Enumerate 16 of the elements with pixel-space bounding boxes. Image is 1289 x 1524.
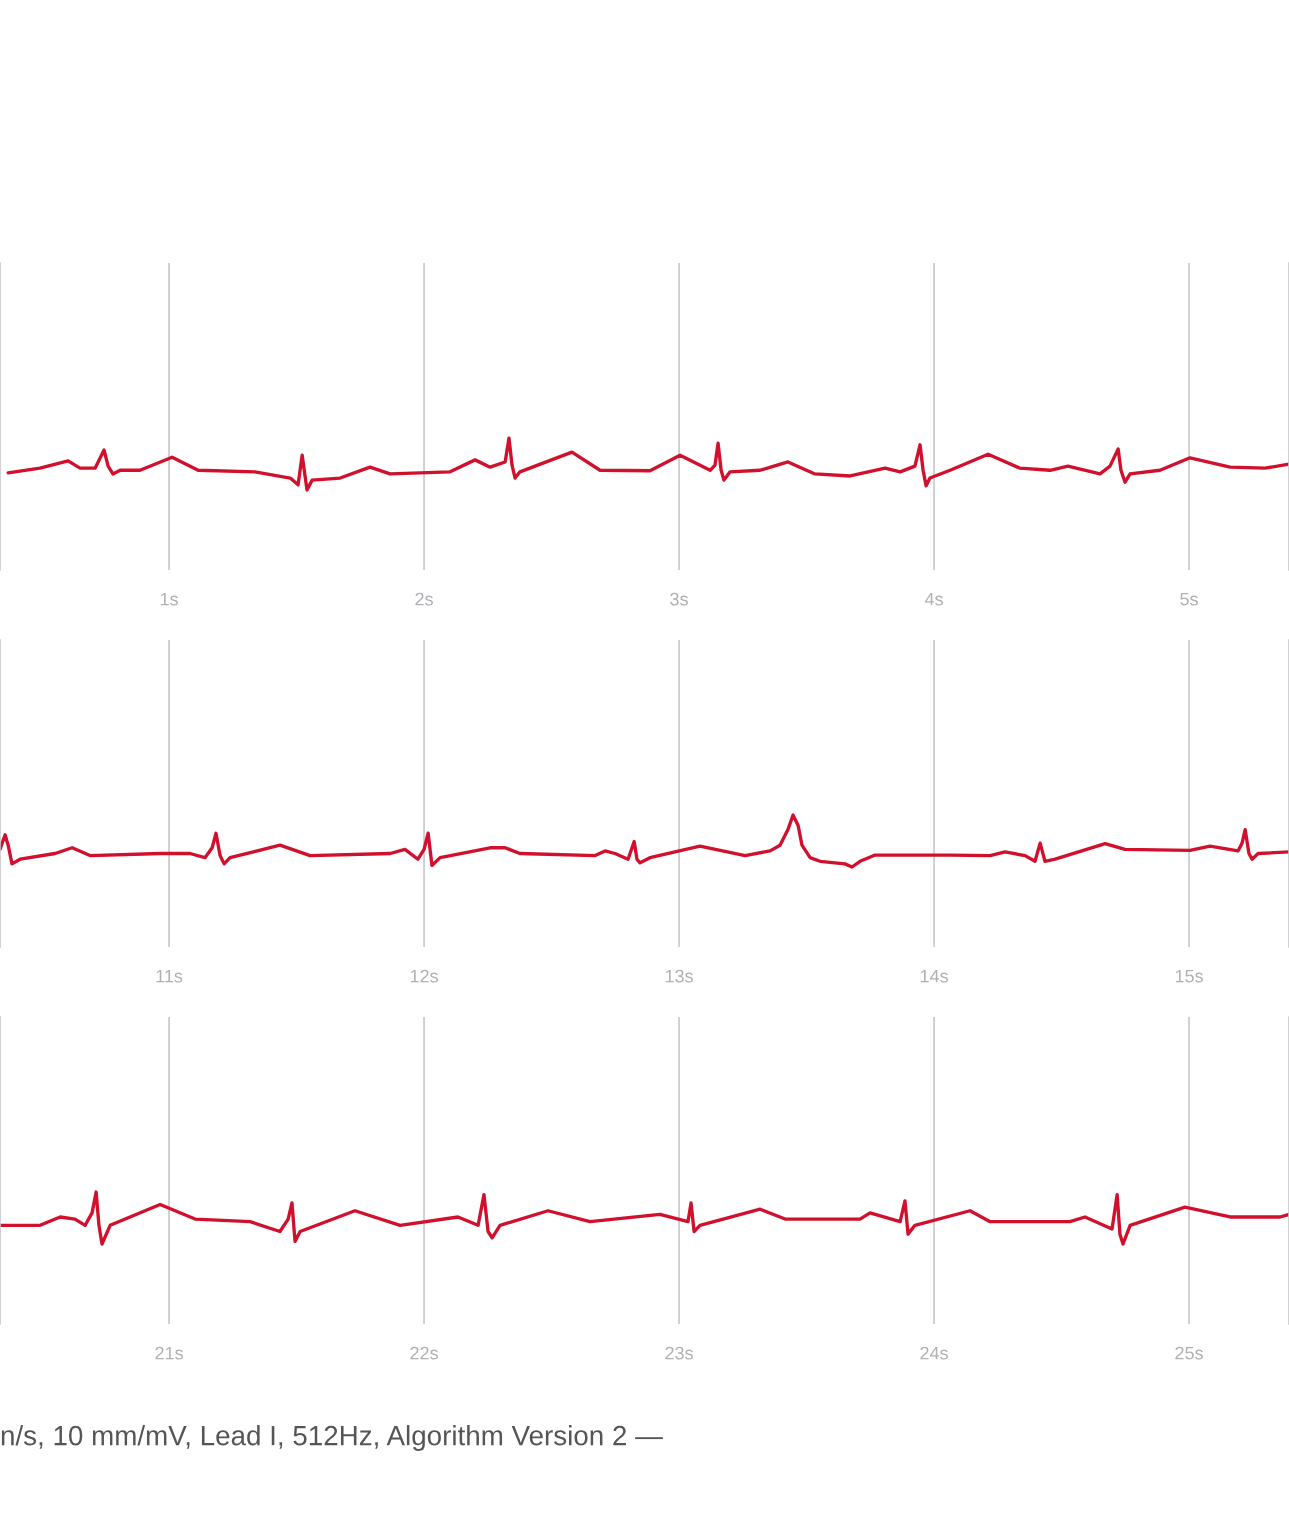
x-tick-label: 11s <box>156 969 183 983</box>
x-tick-label: 23s <box>665 1346 693 1360</box>
x-tick-label: 3s <box>670 592 688 606</box>
x-tick-label: 15s <box>1175 969 1203 983</box>
x-tick-label: 12s <box>410 969 438 983</box>
x-tick-label: 25s <box>1175 1346 1203 1360</box>
x-tick-label: 14s <box>920 969 948 983</box>
x-tick-label: 1s <box>160 592 178 606</box>
x-tick-label: 4s <box>924 592 943 606</box>
x-tick-label: 5s <box>1180 592 1198 606</box>
x-tick-label: 13s <box>665 969 693 983</box>
x-tick-label: 24s <box>920 1346 948 1360</box>
x-tick-label: 22s <box>410 1346 438 1360</box>
text: n/s, 10 mm/mV, Lead I, 512Hz, Algorithm Version 2 — <box>1 1425 663 1451</box>
x-tick-label: 2s <box>415 592 433 606</box>
x-tick-label: 21s <box>155 1346 183 1360</box>
